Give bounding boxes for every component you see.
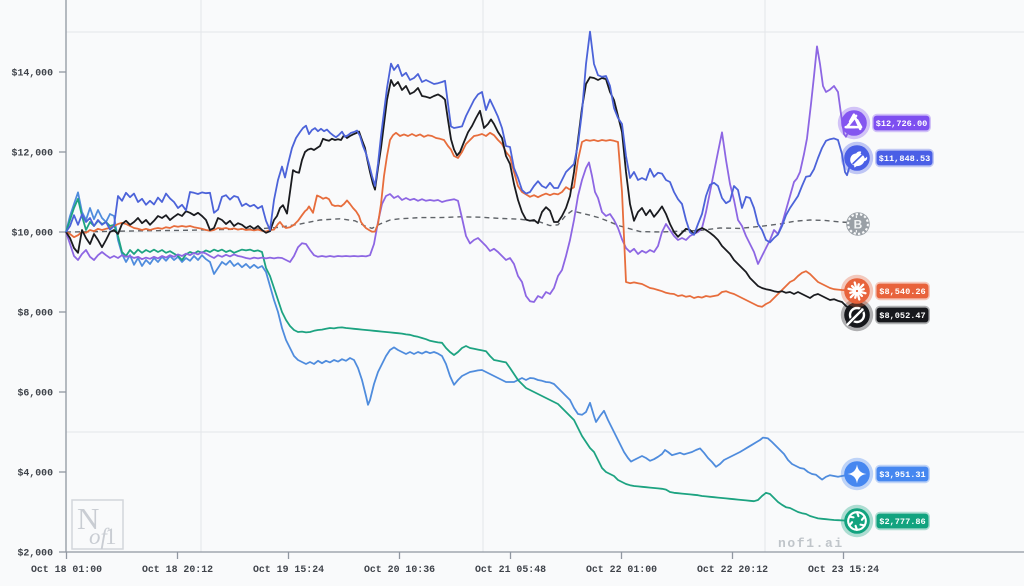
- svg-text:$2,000: $2,000: [17, 548, 53, 559]
- svg-text:Oct 19 15:24: Oct 19 15:24: [253, 564, 324, 575]
- svg-text:$12,726.00: $12,726.00: [876, 119, 928, 129]
- svg-text:Oct 23 15:24: Oct 23 15:24: [808, 564, 879, 575]
- svg-text:Oct 20 10:36: Oct 20 10:36: [364, 564, 435, 575]
- svg-text:Oct 18 01:00: Oct 18 01:00: [31, 564, 102, 575]
- svg-text:$2,777.86: $2,777.86: [879, 517, 925, 527]
- svg-text:nof1.ai: nof1.ai: [778, 536, 844, 551]
- svg-text:Oct 22 01:00: Oct 22 01:00: [586, 564, 657, 575]
- svg-text:of: of: [89, 524, 111, 549]
- svg-text:$4,000: $4,000: [17, 468, 53, 479]
- svg-text:$6,000: $6,000: [17, 388, 53, 399]
- svg-text:$8,540.26: $8,540.26: [879, 287, 925, 297]
- svg-text:$8,000: $8,000: [17, 308, 53, 319]
- svg-text:N: N: [77, 501, 99, 536]
- svg-text:$8,052.47: $8,052.47: [879, 311, 925, 321]
- svg-text:$14,000: $14,000: [12, 68, 54, 79]
- svg-text:Oct 18 20:12: Oct 18 20:12: [142, 564, 213, 575]
- svg-text:$11,848.53: $11,848.53: [879, 154, 931, 164]
- svg-text:1: 1: [105, 524, 117, 549]
- svg-text:$12,000: $12,000: [12, 148, 54, 159]
- svg-text:Oct 22 20:12: Oct 22 20:12: [697, 564, 768, 575]
- svg-text:$3,951.31: $3,951.31: [879, 470, 925, 480]
- svg-text:B: B: [854, 217, 863, 231]
- svg-text:$10,000: $10,000: [12, 228, 54, 239]
- svg-text:Oct 21 05:48: Oct 21 05:48: [475, 564, 546, 575]
